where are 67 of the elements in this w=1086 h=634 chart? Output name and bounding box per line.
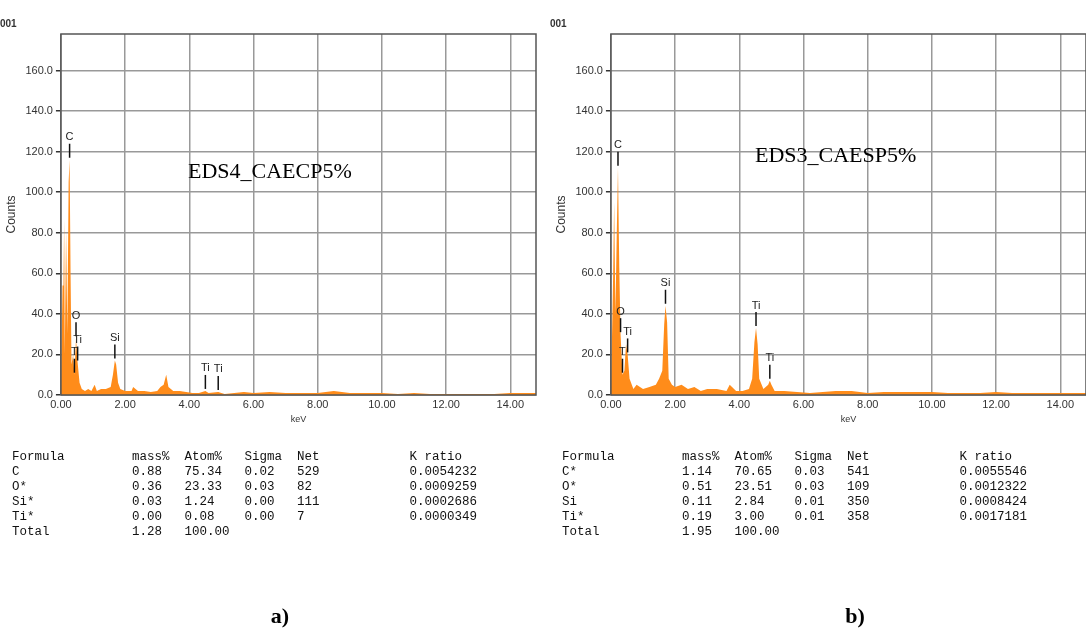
y-tick-label: 120.0 bbox=[25, 144, 53, 157]
y-tick-label: 140.0 bbox=[25, 104, 53, 117]
x-tick-label: 12.00 bbox=[982, 397, 1010, 410]
y-tick-label: 160.0 bbox=[25, 63, 53, 76]
text: C 0.88 75.34 0.02 529 0.0054232 bbox=[12, 465, 478, 479]
y-tick-label: 60.0 bbox=[581, 266, 603, 279]
x-tick-label: 4.00 bbox=[728, 397, 751, 410]
x-tick-label: 8.00 bbox=[857, 397, 879, 410]
text: Formula mass% Atom% Sigma Net K ratio bbox=[12, 450, 463, 464]
chart-title: 001 bbox=[0, 17, 18, 29]
text: Formula mass% Atom% Sigma Net K ratio bbox=[562, 450, 1013, 464]
annotation: Ti bbox=[213, 362, 223, 375]
y-tick-label: 120.0 bbox=[575, 144, 603, 157]
x-tick-label: 14.00 bbox=[1046, 397, 1075, 410]
x-axis-title: keV bbox=[290, 414, 307, 425]
x-tick-label: 0.00 bbox=[50, 397, 72, 410]
text: Ti* 0.00 0.08 0.00 7 0.0000349 bbox=[12, 510, 478, 524]
annotation: Si bbox=[660, 276, 671, 289]
y-tick-label: 140.0 bbox=[575, 104, 603, 117]
x-tick-label: 0.00 bbox=[600, 397, 622, 410]
text: Total 1.95 100.00 bbox=[562, 525, 780, 539]
y-tick-label: 0.0 bbox=[587, 388, 603, 401]
y-tick-label: 100.0 bbox=[575, 185, 603, 198]
y-tick-label: 20.0 bbox=[581, 347, 603, 360]
text: Ti* 0.19 3.00 0.01 358 0.0017181 bbox=[562, 510, 1028, 524]
x-tick-label: 2.00 bbox=[114, 397, 136, 410]
y-axis-title: Counts bbox=[3, 195, 18, 234]
annotation: Ti bbox=[623, 324, 632, 337]
y-tick-label: 80.0 bbox=[581, 225, 603, 238]
annotation: Ti bbox=[73, 333, 82, 346]
text: Si 0.11 2.84 0.01 350 0.0008424 bbox=[562, 495, 1028, 509]
x-axis-title: keV bbox=[840, 414, 857, 425]
x-tick-label: 10.00 bbox=[918, 397, 946, 410]
text: a) bbox=[269, 603, 291, 629]
y-tick-label: 40.0 bbox=[581, 306, 603, 319]
y-tick-label: 0.0 bbox=[37, 388, 53, 401]
x-tick-label: 6.00 bbox=[792, 397, 815, 410]
annotation: EDS4_CAECP5% bbox=[188, 158, 352, 184]
x-tick-label: 8.00 bbox=[307, 397, 329, 410]
y-tick-label: 60.0 bbox=[31, 266, 53, 279]
y-tick-label: 80.0 bbox=[31, 225, 53, 238]
text: C* 1.14 70.65 0.03 541 0.0055546 bbox=[562, 465, 1028, 479]
y-tick-label: 160.0 bbox=[575, 63, 603, 76]
annotation: Ti bbox=[751, 298, 761, 311]
annotation: Ti bbox=[765, 351, 775, 364]
x-tick-label: 14.00 bbox=[496, 397, 525, 410]
annotation: EDS3_CAESP5% bbox=[755, 142, 917, 168]
chart-title: 001 bbox=[550, 17, 568, 29]
annotation: Ti bbox=[200, 361, 210, 374]
y-tick-label: 40.0 bbox=[31, 306, 53, 319]
text: Si* 0.03 1.24 0.00 111 0.0002686 bbox=[12, 495, 478, 509]
text: O* 0.51 23.51 0.03 109 0.0012322 bbox=[562, 480, 1028, 494]
x-tick-label: 10.00 bbox=[368, 397, 396, 410]
x-tick-label: 4.00 bbox=[178, 397, 201, 410]
x-tick-label: 2.00 bbox=[664, 397, 686, 410]
text: Total 1.28 100.00 bbox=[12, 525, 230, 539]
y-tick-label: 20.0 bbox=[31, 347, 53, 360]
y-tick-label: 100.0 bbox=[25, 185, 53, 198]
annotation: Si bbox=[109, 331, 120, 344]
text: b) bbox=[844, 603, 866, 629]
annotation: O bbox=[71, 308, 81, 321]
text: O* 0.36 23.33 0.03 82 0.0009259 bbox=[12, 480, 478, 494]
x-tick-label: 6.00 bbox=[242, 397, 265, 410]
annotation: C bbox=[614, 138, 623, 151]
y-axis-title: Counts bbox=[553, 195, 568, 234]
annotation: C bbox=[65, 130, 74, 143]
x-tick-label: 12.00 bbox=[432, 397, 460, 410]
